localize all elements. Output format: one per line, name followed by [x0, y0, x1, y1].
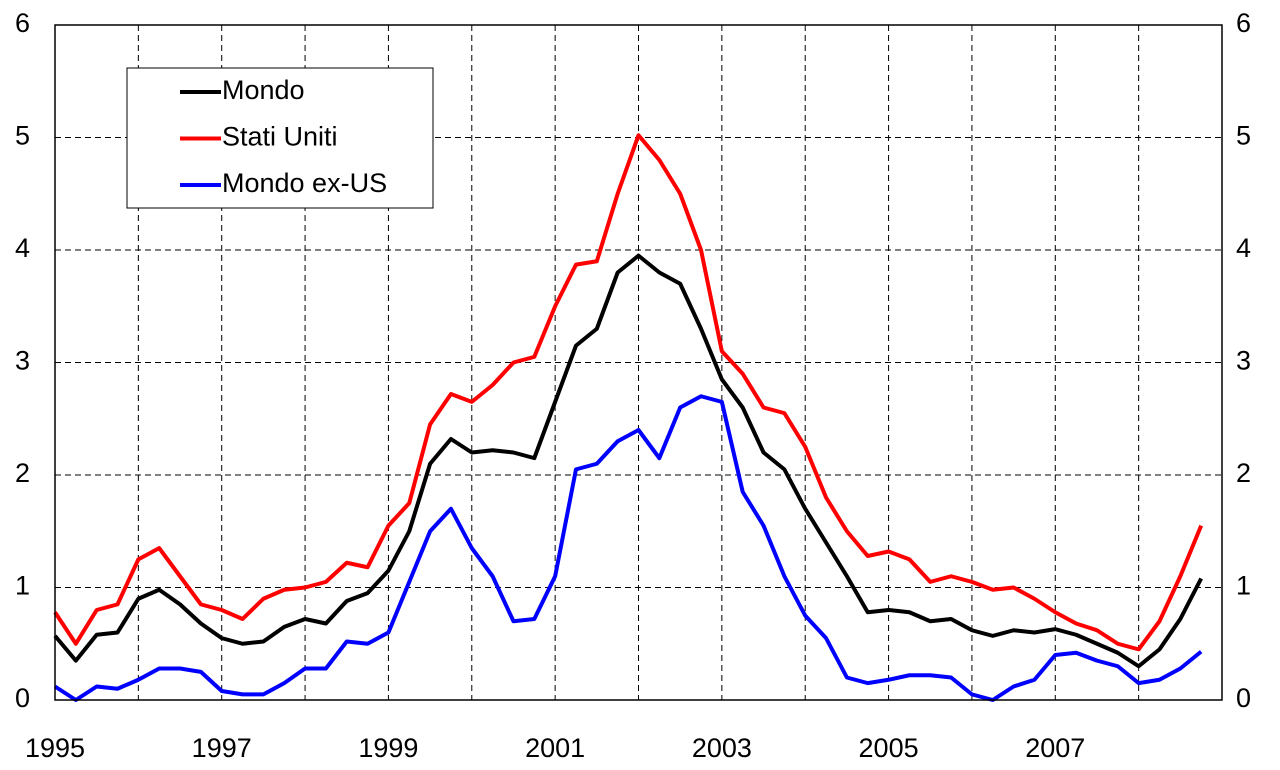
series-line: [53, 394, 1203, 702]
y2-tick-label: 3: [1236, 346, 1251, 376]
y2-tick-label: 4: [1236, 233, 1251, 263]
y2-tick-label: 2: [1236, 458, 1251, 488]
y-tick-label: 5: [15, 121, 30, 151]
y-tick-label: 6: [15, 8, 30, 38]
plot-frame: [54, 24, 1223, 701]
legend-label: Mondo: [222, 75, 305, 105]
y-tick-label: 0: [15, 683, 30, 713]
series-line: [53, 133, 1204, 652]
x-tick-label: 1999: [358, 733, 418, 763]
legend: Mondo Stati Uniti Mondo ex-US: [126, 67, 434, 209]
x-tick-label: 1997: [192, 733, 252, 763]
y2-tick-label: 0: [1236, 683, 1251, 713]
legend-box: [126, 67, 434, 209]
y2-tick-label: 6: [1236, 8, 1251, 38]
series-line: [53, 253, 1203, 669]
legend-label: Stati Uniti: [222, 122, 338, 152]
y2-tick-label: 1: [1236, 571, 1251, 601]
x-tick-label: 2005: [859, 733, 919, 763]
x-tick-label: 1995: [25, 733, 85, 763]
lines: [53, 133, 1204, 702]
x-tick-label: 2007: [1025, 733, 1085, 763]
legend-label: Mondo ex-US: [222, 168, 387, 198]
x-tick-label: 2003: [692, 733, 752, 763]
y-tick-label: 1: [15, 571, 30, 601]
y-tick-label: 3: [15, 346, 30, 376]
y-tick-label: 2: [15, 458, 30, 488]
x-tick-label: 2001: [525, 733, 585, 763]
y2-tick-label: 5: [1236, 121, 1251, 151]
y-tick-label: 4: [15, 233, 30, 263]
